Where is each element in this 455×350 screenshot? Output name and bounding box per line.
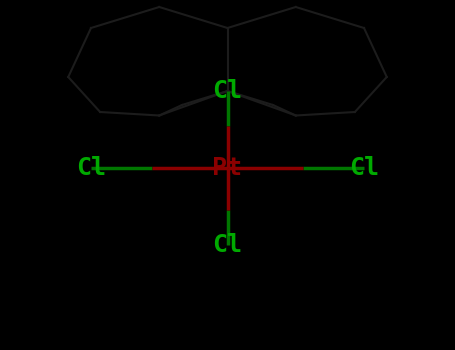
Text: Cl: Cl <box>349 156 379 180</box>
Text: Cl: Cl <box>212 79 243 103</box>
Text: Cl: Cl <box>212 233 243 257</box>
Text: Cl: Cl <box>76 156 106 180</box>
Text: Pt: Pt <box>212 156 243 180</box>
